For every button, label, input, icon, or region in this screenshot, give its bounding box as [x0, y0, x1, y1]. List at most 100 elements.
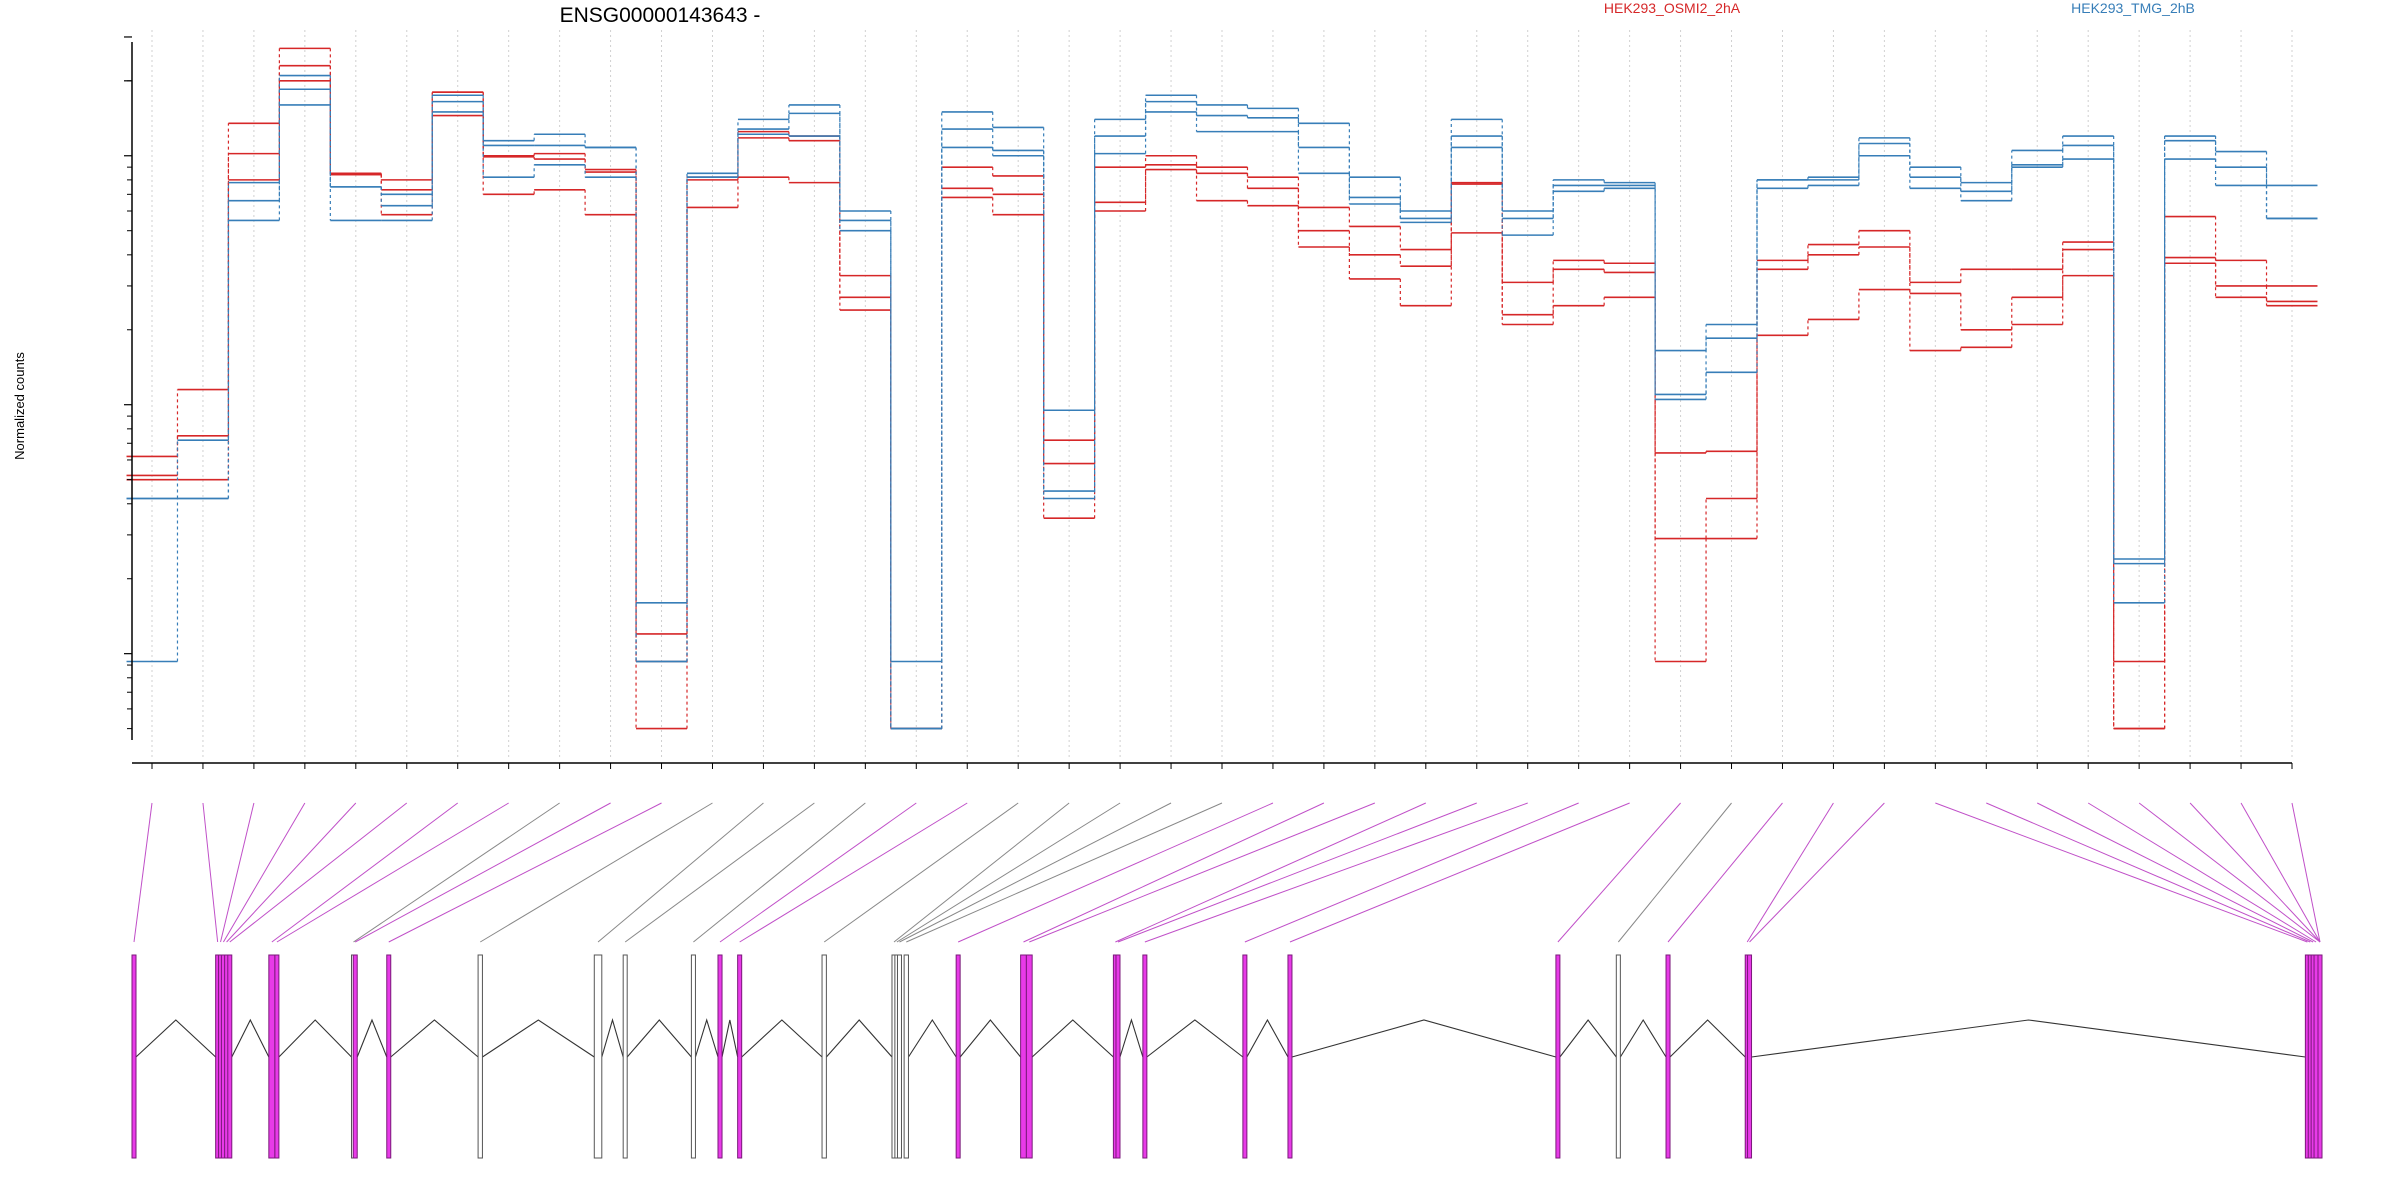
series-6 [126, 104, 2318, 730]
connector-e035 [1749, 802, 1885, 943]
exon-e018 [821, 954, 827, 1159]
connector-e011 [388, 802, 662, 943]
connector-e031 [1557, 802, 1681, 943]
exon-e015 [690, 954, 696, 1159]
connector-e009 [353, 802, 560, 943]
connector-e042 [2240, 802, 2321, 943]
exon-e022 [903, 954, 909, 1159]
exon-e031 [1555, 954, 1561, 1159]
exon-e025 [1025, 954, 1033, 1159]
exon-e007 [268, 954, 276, 1159]
connector-e043 [2291, 802, 2321, 943]
connector-e003 [220, 802, 255, 943]
connector-e021 [899, 802, 1172, 943]
intron-line [231, 1018, 270, 1058]
exon-e001 [131, 954, 137, 1159]
exon-e008 [274, 954, 280, 1159]
vertical-grid [151, 30, 2293, 758]
connector-e038 [2037, 802, 2314, 943]
intron-line [1146, 1019, 1244, 1058]
intron-line [1619, 1018, 1667, 1058]
exon-e017 [737, 954, 743, 1159]
connector-e040 [2138, 802, 2321, 943]
connector-e008 [276, 802, 509, 943]
intron-line [1559, 1019, 1617, 1058]
connector-e007 [271, 802, 459, 943]
connector-e036 [1935, 802, 2308, 943]
exon-e006 [227, 954, 233, 1159]
connector-e005 [226, 802, 357, 943]
exon-e010 [352, 954, 358, 1159]
legend-entry-osmi2: HEK293_OSMI2_2hA [1604, 0, 1741, 16]
exon-e012 [477, 954, 483, 1159]
intron-line [1031, 1019, 1114, 1058]
legend-entry-tmg: HEK293_TMG_2hB [2071, 0, 2195, 16]
exon-e029 [1242, 954, 1248, 1159]
exon-e023 [955, 954, 961, 1159]
exon-e014 [622, 954, 628, 1159]
exon-e028 [1142, 954, 1148, 1159]
intron-line [356, 1018, 388, 1058]
connector-e041 [2189, 802, 2321, 943]
connector-e023 [957, 802, 1274, 943]
exon-e027 [1115, 954, 1121, 1159]
connector-e037 [1986, 802, 2311, 943]
series-lines [126, 47, 2318, 730]
connector-e032 [1617, 802, 1732, 943]
connector-e004 [222, 802, 306, 943]
exon-e011 [386, 954, 392, 1159]
exon-e033 [1665, 954, 1671, 1159]
exon-e043 [2317, 954, 2323, 1159]
connector-e010 [354, 802, 611, 943]
exon-connectors [133, 802, 2321, 943]
connector-e013 [597, 802, 764, 943]
connector-e015 [693, 802, 866, 943]
intron-line [278, 1019, 352, 1058]
exon-e039 [2313, 954, 2319, 1159]
connector-e030 [1289, 802, 1630, 943]
intron-line [741, 1019, 823, 1058]
series-4 [126, 74, 2318, 663]
connector-e034 [1746, 802, 1834, 943]
exon-e024 [1020, 954, 1027, 1159]
exon-e021 [896, 954, 902, 1159]
connector-e025 [1029, 802, 1376, 943]
connector-e022 [906, 802, 1223, 943]
connector-e019 [893, 802, 1070, 943]
intron-line [1669, 1019, 1746, 1058]
connector-e017 [739, 802, 968, 943]
connector-e039 [2087, 802, 2317, 943]
exon-e013 [593, 954, 603, 1159]
connector-e029 [1244, 802, 1579, 943]
intron-line [482, 1019, 595, 1058]
connector-e028 [1144, 802, 1528, 943]
chart-title: ENSG00000143643 - [560, 4, 761, 27]
exon-e035 [1747, 954, 1753, 1159]
intron-line [1291, 1019, 1557, 1058]
exon-e032 [1615, 954, 1621, 1159]
intron-line [390, 1019, 479, 1058]
exon-e016 [717, 954, 723, 1159]
connector-e024 [1023, 802, 1325, 943]
intron-line [959, 1019, 1022, 1058]
connector-e020 [896, 802, 1121, 943]
connector-e012 [480, 802, 713, 943]
intron-line [626, 1019, 692, 1058]
connector-e016 [719, 802, 917, 943]
axes [124, 36, 2293, 769]
intron-line [908, 1018, 957, 1058]
intron-line [1751, 1019, 2306, 1058]
intron-line [1246, 1018, 1289, 1058]
exon-e030 [1287, 954, 1293, 1159]
connector-e026 [1115, 802, 1427, 943]
y-axis-label: Normalized counts [12, 352, 27, 460]
connector-e027 [1117, 802, 1477, 943]
connector-e006 [229, 802, 408, 943]
intron-line [721, 1019, 739, 1058]
intron-line [601, 1018, 624, 1058]
gene-model [131, 954, 2323, 1159]
connector-e014 [624, 802, 815, 943]
connector-e002 [202, 802, 219, 943]
connector-e033 [1667, 802, 1783, 943]
